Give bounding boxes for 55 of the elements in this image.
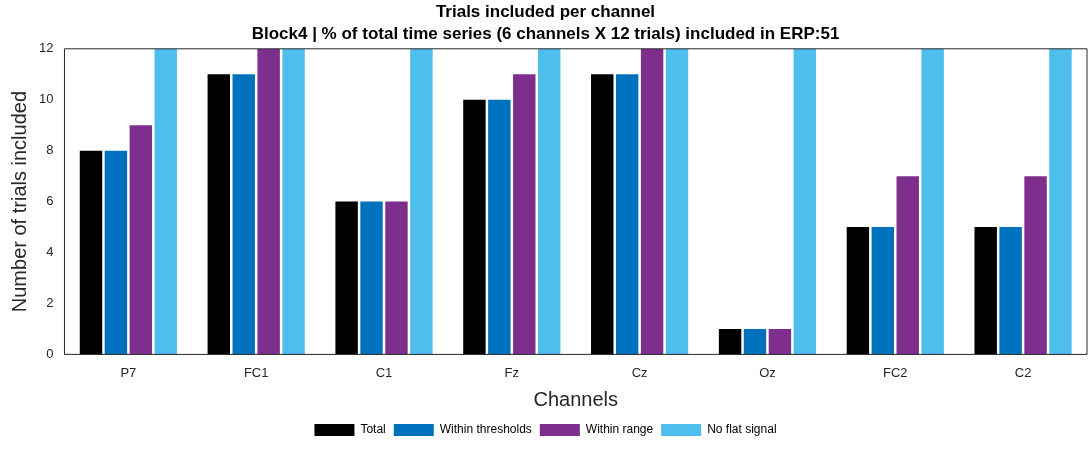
y-tick-label: 0 [46,345,54,361]
bar [768,328,792,355]
bar [974,227,997,355]
x-axis-title: Channels [533,387,618,410]
bar [385,201,408,355]
bar [79,150,103,355]
y-axis-title: Number of trials included [7,90,30,313]
bar [999,227,1022,355]
bar [488,99,511,355]
legend-label: Within thresholds [439,422,532,437]
bar [360,201,383,355]
x-tick-label: Fz [504,364,520,380]
x-tick-label: FC2 [882,364,908,380]
y-tick-label: 10 [38,91,54,107]
bar [591,74,614,355]
bar [640,48,664,355]
legend-label: Total [360,422,386,437]
bar [513,74,536,355]
bar [1049,48,1072,355]
x-tick-label: Cz [631,364,648,380]
x-tick-label: Oz [759,364,776,380]
legend-label: Within range [585,422,654,437]
bar [896,176,919,355]
bar [463,99,486,355]
bar [846,227,870,355]
bar [743,328,767,355]
bar [537,48,561,355]
x-tick-label: C1 [375,364,393,380]
bar [104,150,128,355]
bar [232,74,255,355]
x-tick-label: C2 [1014,364,1032,380]
chart-subtitle: Block4 | % of total time series (6 channels X 12 trials) included in ERP:51 [251,24,840,44]
bar [282,48,305,355]
bar [793,48,817,355]
bar [207,74,231,355]
y-tick-label: 12 [38,40,54,56]
bar [154,48,177,355]
bar [129,125,153,355]
y-tick-label: 6 [46,193,54,209]
bar [665,48,689,355]
bar [410,48,433,355]
bar [718,328,742,355]
bar [1024,176,1047,355]
x-tick-label: P7 [120,364,137,380]
bar [615,74,639,355]
bar [257,48,280,355]
chart-title: Trials included per channel [435,1,656,21]
y-tick-label: 2 [46,295,54,311]
y-tick-label: 8 [46,142,54,158]
bar [335,201,358,355]
bar [871,227,895,355]
y-tick-label: 4 [46,244,54,260]
legend-label: No flat signal [707,422,777,437]
x-tick-label: FC1 [243,364,269,380]
bar [921,48,944,355]
